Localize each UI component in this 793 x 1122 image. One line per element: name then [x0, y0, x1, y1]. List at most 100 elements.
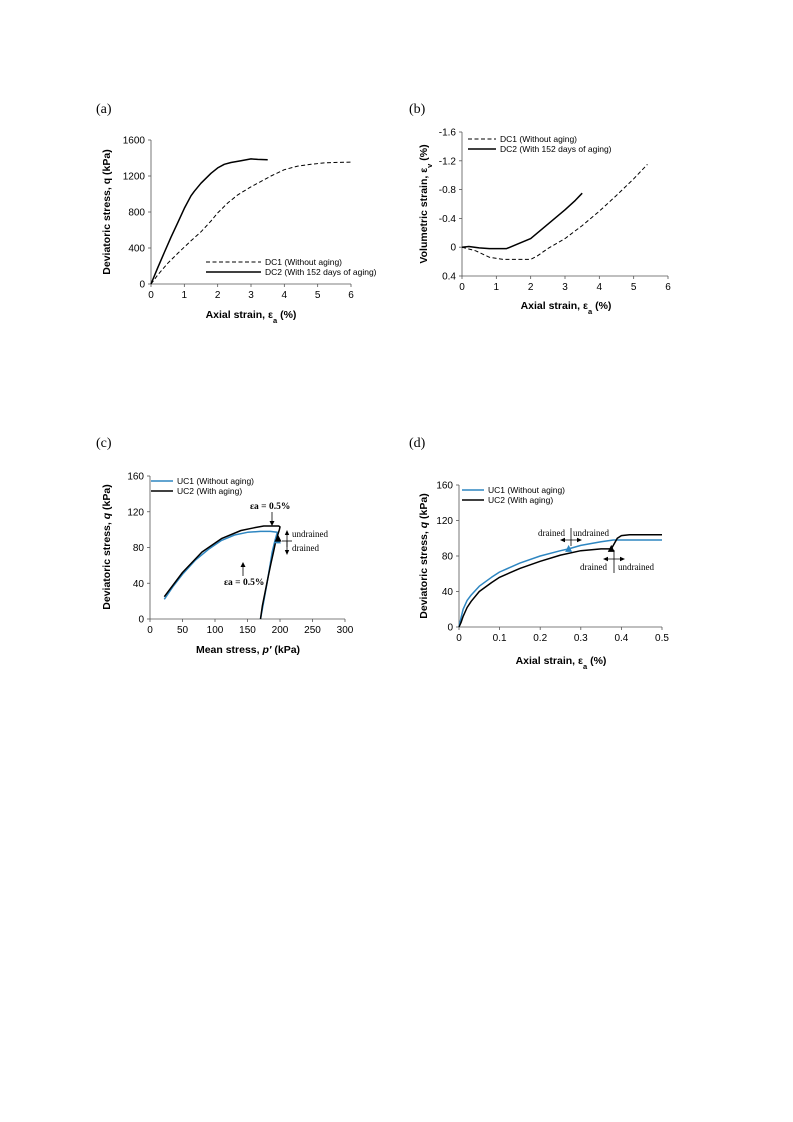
- chart-c-ytick-label: 40: [133, 579, 145, 590]
- chart-a-series-1-line: [150, 161, 352, 285]
- chart-d-marker-2-triangle: [607, 544, 615, 552]
- chart-a-ytick-label: 400: [128, 244, 145, 255]
- chart-c-annotations: εa = 0.5% εa = 0.5% undrained drained: [224, 502, 328, 588]
- chart-a-legend-label-1: DC1 (Without aging): [265, 257, 342, 267]
- chart-a-legend-label-2: DC2 (With 152 days of aging): [265, 267, 377, 277]
- panel-label-d: (d): [409, 436, 426, 451]
- chart-c-marker-2-triangle: [274, 534, 282, 542]
- chart-a-series-2-line: [150, 158, 268, 285]
- chart-d-xtick-label: 0.2: [533, 633, 547, 644]
- chart-c-xtick-label: 200: [272, 625, 289, 636]
- chart-c-drained-label: drained: [292, 543, 319, 553]
- chart-d-xtick-label: 0.1: [493, 633, 507, 644]
- chart-b-legend-label-1: DC1 (Without aging): [500, 134, 577, 144]
- chart-d-annotations: drained undrained drained undrained: [538, 528, 654, 573]
- chart-d-ytick-label: 80: [442, 552, 454, 563]
- chart-c-eps-label-uc1: εa = 0.5%: [224, 578, 264, 588]
- chart-c-eps-arrowhead-uc1: [240, 562, 246, 567]
- chart-d-marker-1-triangle: [565, 544, 573, 552]
- chart-d-ytick-label: 160: [436, 481, 453, 492]
- chart-a-xtick-label: 0: [148, 290, 154, 301]
- chart-d-xtick-label: 0.5: [655, 633, 669, 644]
- chart-c-xtick-label: 300: [337, 625, 354, 636]
- chart-a-xtick-label: 6: [348, 290, 354, 301]
- chart-b-xtick-label: 3: [562, 282, 568, 293]
- chart-d-drained-label-bottom: drained: [580, 562, 607, 572]
- chart-b-xtick-label: 2: [528, 282, 534, 293]
- chart-d-xtick-label: 0.3: [574, 633, 588, 644]
- chart-d-undrained-label-top: undrained: [573, 528, 609, 538]
- chart-d-legend-label-1: UC1 (Without aging): [488, 485, 565, 495]
- chart-a-xtick-label: 2: [215, 290, 221, 301]
- chart-d-ytick-label: 0: [447, 623, 453, 634]
- chart-d-xtick-label: 0: [456, 633, 462, 644]
- chart-a-xtick-label: 4: [282, 290, 288, 301]
- chart-a-stress-strain: 0 400 800 1200 1600 0 1 2 3 4 5 6 DC1 (Without aging…: [123, 136, 377, 302]
- chart-c-drained-arrowhead: [284, 550, 290, 555]
- chart-b-xtick-label: 0: [459, 282, 465, 293]
- chart-a-xtick-label: 3: [248, 290, 254, 301]
- chart-d-ytick-label: 40: [442, 587, 454, 598]
- chart-d-legend-label-2: UC2 (With aging): [488, 495, 553, 505]
- chart-a-xtick-label: 1: [182, 290, 188, 301]
- chart-b-legend-label-2: DC2 (With 152 days of aging): [500, 144, 612, 154]
- chart-a-ytick-label: 1200: [123, 172, 146, 183]
- chart-b-xtick-label: 1: [494, 282, 500, 293]
- chart-c-ytick-label: 80: [133, 543, 145, 554]
- chart-c-xtick-label: 250: [304, 625, 321, 636]
- chart-b-series-1-line: [461, 164, 648, 260]
- chart-c-series-2-line: [163, 525, 281, 620]
- chart-a-ytick-label: 800: [128, 208, 145, 219]
- chart-b-xtick-label: 4: [597, 282, 603, 293]
- chart-c-legend-label-1: UC1 (Without aging): [177, 476, 254, 486]
- chart-c-xtick-label: 50: [177, 625, 189, 636]
- chart-c-xtick-label: 0: [147, 625, 153, 636]
- chart-b-ytick-label: -1.2: [439, 156, 457, 167]
- panel-label-b: (b): [409, 102, 426, 117]
- chart-c-undrained-label: undrained: [292, 529, 328, 539]
- chart-c-ylabel: Deviatoric stress, q (kPa): [101, 484, 113, 609]
- chart-a-xlabel: Axial strain, εa (%): [206, 309, 297, 325]
- panel-label-c: (c): [96, 436, 112, 451]
- chart-b-ytick-label: -0.4: [439, 214, 457, 225]
- chart-c-ytick-label: 0: [138, 615, 144, 626]
- chart-d-xtick-label: 0.4: [614, 633, 628, 644]
- chart-c-xtick-label: 100: [207, 625, 224, 636]
- chart-d-arrowhead-top-left: [560, 537, 565, 543]
- chart-d-ylabel: Deviatoric stress, q (kPa): [418, 493, 430, 618]
- chart-d-drained-label-top: drained: [538, 528, 565, 538]
- chart-d-arrowhead-top-right: [577, 537, 582, 543]
- chart-d-ytick-label: 120: [436, 516, 453, 527]
- chart-c-ytick-label: 120: [127, 507, 144, 518]
- chart-b-ytick-label: -1.6: [439, 128, 457, 139]
- chart-b-ytick-label: -0.8: [439, 185, 457, 196]
- chart-d-xlabel: Axial strain, εa (%): [516, 655, 607, 671]
- chart-d-series-1-line: [458, 539, 662, 628]
- chart-d-arrowhead-bottom-right: [620, 556, 625, 562]
- chart-c-stress-path: 0 40 80 120 160 0 50 100 150 200 250 300 UC1 (Withou…: [127, 472, 353, 637]
- chart-a-ytick-label: 0: [139, 280, 145, 291]
- chart-c-eps-arrowhead-uc2: [269, 521, 275, 526]
- chart-c-legend-label-2: UC2 (With aging): [177, 486, 242, 496]
- chart-b-ylabel: Volumetric strain, εv (%): [418, 144, 434, 263]
- panel-label-a: (a): [96, 102, 112, 117]
- chart-a-ylabel: Deviatoric stress, q (kPa): [101, 149, 113, 274]
- chart-b-series-2-line: [461, 192, 583, 250]
- chart-b-ytick-label: 0.4: [442, 272, 456, 283]
- chart-b-xtick-label: 5: [631, 282, 637, 293]
- chart-c-ytick-label: 160: [127, 472, 144, 483]
- chart-c-eps-label-uc2: εa = 0.5%: [250, 502, 290, 512]
- chart-b-ytick-label: 0: [450, 243, 456, 254]
- chart-b-xlabel: Axial strain, εa (%): [521, 300, 612, 316]
- chart-d-arrowhead-bottom-left: [603, 556, 608, 562]
- chart-a-ytick-label: 1600: [123, 136, 146, 147]
- chart-d-series-2-line: [458, 533, 662, 628]
- chart-c-undrained-arrowhead: [284, 530, 290, 535]
- chart-a-xtick-label: 5: [315, 290, 321, 301]
- chart-b-xtick-label: 6: [665, 282, 671, 293]
- chart-c-xlabel: Mean stress, p′ (kPa): [196, 644, 300, 656]
- chart-c-xtick-label: 150: [239, 625, 256, 636]
- chart-d-undrained-stress-strain: 0 40 80 120 160 0 0.1 0.2 0.3 0.4 0.5 UC1 (Without …: [436, 481, 669, 645]
